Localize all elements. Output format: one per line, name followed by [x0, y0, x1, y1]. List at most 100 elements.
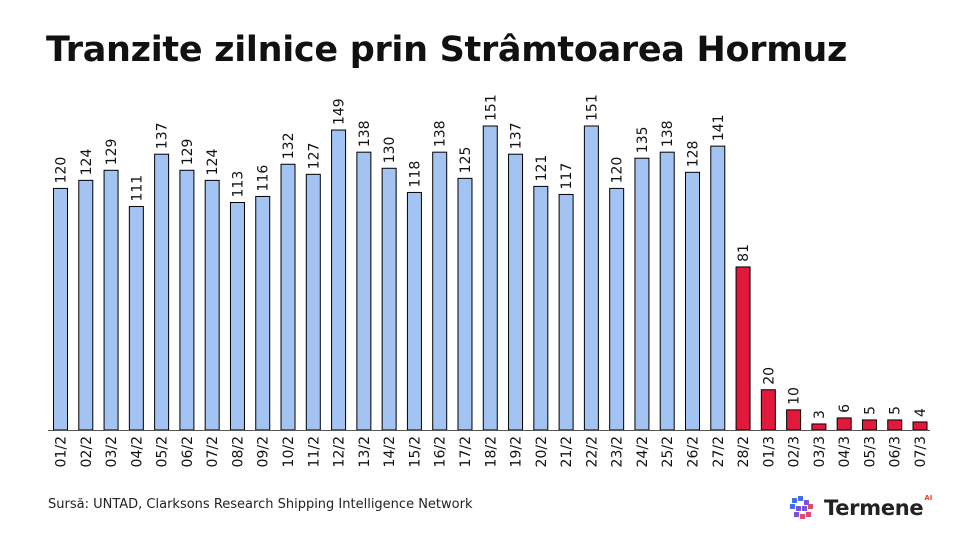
- data-label: 127: [306, 143, 322, 170]
- data-label: 149: [332, 98, 348, 125]
- data-label: 5: [862, 406, 878, 415]
- data-label: 118: [407, 161, 423, 188]
- data-label: 130: [382, 137, 398, 164]
- data-label: 138: [357, 120, 373, 147]
- bar: [634, 157, 650, 431]
- data-label: 3: [812, 410, 828, 419]
- data-label: 129: [104, 139, 120, 166]
- x-tick-label: 14/2: [382, 436, 398, 467]
- bar: [154, 153, 170, 431]
- data-label: 129: [180, 139, 196, 166]
- logo-cube: [804, 500, 809, 505]
- data-label: 4: [913, 408, 929, 417]
- bar: [912, 421, 928, 431]
- data-label: 135: [635, 126, 651, 153]
- bar: [583, 125, 599, 431]
- bar: [836, 417, 852, 431]
- bar: [229, 202, 245, 431]
- data-label: 116: [256, 165, 272, 192]
- bar: [331, 129, 347, 431]
- source-note: Sursă: UNTAD, Clarksons Research Shippin…: [48, 497, 473, 512]
- x-tick-label: 13/2: [357, 436, 373, 467]
- bar: [533, 185, 549, 431]
- brand-logo: Termene AI: [788, 492, 932, 524]
- x-tick-label: 05/3: [862, 436, 878, 467]
- logo-cube: [808, 504, 813, 509]
- data-label: 128: [686, 141, 702, 168]
- logo-superscript: AI: [924, 494, 933, 502]
- logo-cube: [806, 512, 811, 517]
- bar: [659, 151, 675, 431]
- bar: [887, 419, 903, 431]
- bar: [685, 171, 700, 431]
- data-label: 81: [736, 244, 752, 262]
- x-tick-label: 08/2: [230, 436, 246, 467]
- bar: [710, 145, 726, 431]
- bar: [786, 409, 802, 431]
- x-tick-label: 23/2: [610, 436, 626, 467]
- x-tick-label: 03/3: [812, 436, 828, 467]
- data-label: 132: [281, 133, 297, 160]
- data-label: 151: [584, 94, 600, 121]
- x-tick-label: 20/2: [534, 436, 550, 467]
- x-tick-label: 16/2: [433, 436, 449, 467]
- bar: [103, 169, 119, 431]
- x-tick-label: 11/2: [306, 436, 322, 467]
- data-label: 121: [534, 155, 550, 182]
- data-label: 5: [888, 406, 904, 415]
- x-tick-label: 25/2: [660, 436, 676, 467]
- x-tick-label: 24/2: [635, 436, 651, 467]
- data-label: 10: [787, 387, 803, 405]
- data-label: 151: [483, 94, 499, 121]
- bar: [53, 187, 68, 431]
- x-tick-label: 10/2: [281, 436, 297, 467]
- data-label: 138: [660, 120, 676, 147]
- cube-grid-icon: [790, 496, 813, 519]
- x-tick-label: 18/2: [483, 436, 499, 467]
- data-label: 124: [79, 149, 95, 176]
- x-tick-label: 07/2: [205, 436, 221, 467]
- data-label: 120: [610, 157, 626, 184]
- x-tick-label: 12/2: [332, 436, 348, 467]
- bar: [760, 389, 776, 431]
- data-label: 111: [129, 175, 145, 202]
- x-tick-label: 04/2: [129, 436, 145, 467]
- data-label: 6: [837, 404, 853, 413]
- logo-cube: [792, 498, 797, 503]
- x-tick-label: 05/2: [155, 436, 171, 467]
- logo-cube: [796, 506, 801, 511]
- x-tick-label: 06/2: [180, 436, 196, 467]
- x-tick-label: 26/2: [686, 436, 702, 467]
- data-label: 141: [711, 114, 727, 141]
- data-label: 138: [433, 120, 449, 147]
- bar: [406, 191, 422, 431]
- x-tick-label: 02/3: [787, 436, 803, 467]
- bar: [78, 179, 94, 431]
- x-tick-label: 27/2: [711, 436, 727, 467]
- bar: [609, 187, 625, 431]
- data-label: 137: [155, 122, 171, 149]
- bar: [356, 151, 372, 431]
- x-tick-label: 03/2: [104, 436, 120, 467]
- x-tick-label: 28/2: [736, 436, 752, 467]
- bar: [735, 266, 751, 431]
- logo-cube: [790, 504, 795, 509]
- x-tick-label: 06/3: [888, 436, 904, 467]
- data-label: 137: [509, 122, 525, 149]
- x-tick-label: 19/2: [509, 436, 525, 467]
- logo-cube: [794, 512, 799, 517]
- x-tick-label: 04/3: [837, 436, 853, 467]
- bar: [861, 419, 877, 431]
- x-tick-label: 01/2: [54, 436, 70, 467]
- x-tick-label: 09/2: [256, 436, 272, 467]
- data-label: 124: [205, 149, 221, 176]
- bar: [457, 177, 473, 431]
- x-tick-label: 07/3: [913, 436, 929, 467]
- logo-cube: [802, 506, 807, 511]
- chart-title: Tranzite zilnice prin Strâmtoarea Hormuz: [46, 30, 848, 70]
- bar: [482, 125, 498, 431]
- bar: [255, 195, 271, 431]
- bar: [280, 163, 296, 431]
- bar: [204, 179, 220, 431]
- data-label: 125: [458, 147, 474, 174]
